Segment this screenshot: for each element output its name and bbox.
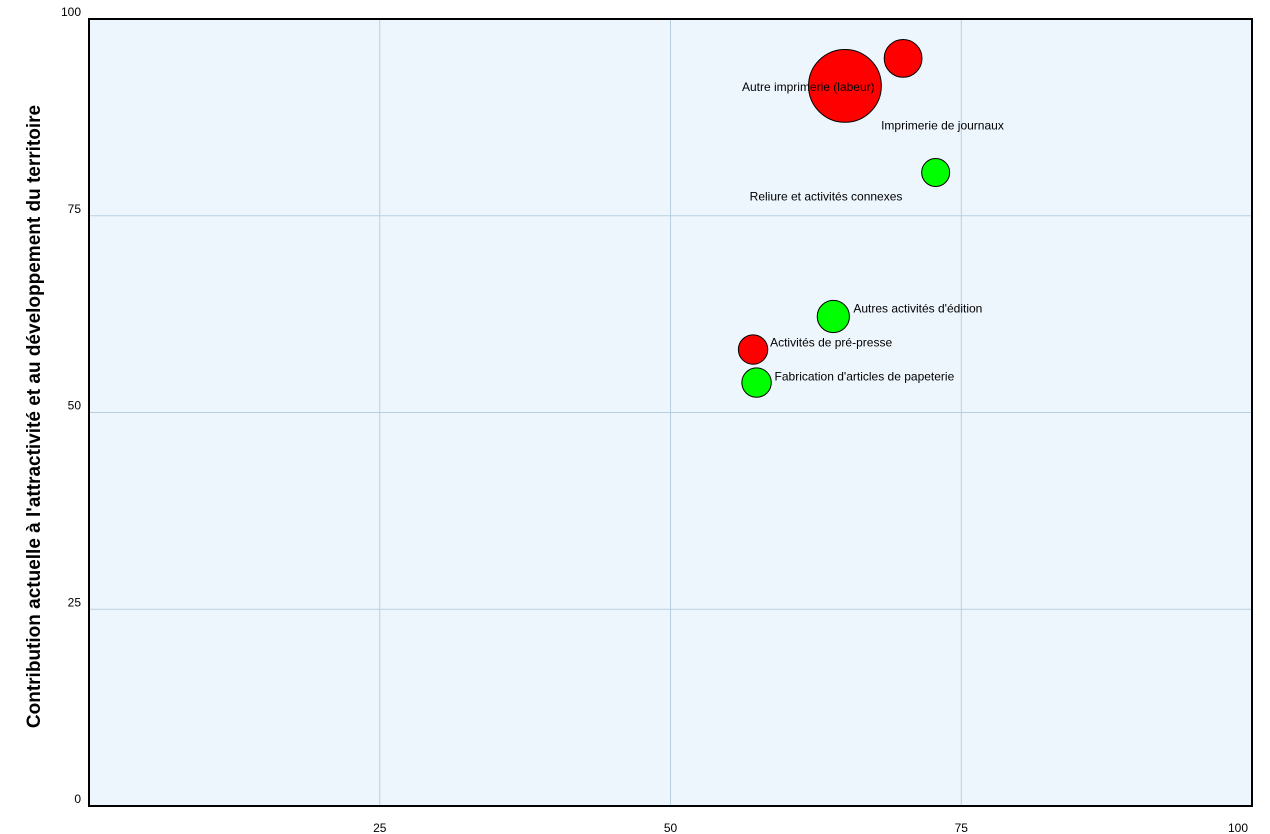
- bubble-label: Autre imprimerie (labeur): [742, 80, 875, 94]
- bubble-series: [737, 38, 951, 398]
- bubble: [883, 38, 923, 78]
- bubble-label: Imprimerie de journaux: [881, 118, 1004, 132]
- bubble: [921, 157, 951, 187]
- x-tick-label: 50: [664, 821, 678, 834]
- y-axis-tick-labels: 0 25 50 75 100: [61, 5, 81, 806]
- bubble-label: Activités de pré-presse: [770, 336, 892, 350]
- bubble-label: Reliure et activités connexes: [750, 189, 903, 203]
- bubble: [737, 334, 769, 365]
- y-tick-label: 100: [61, 5, 81, 19]
- y-tick-label: 0: [74, 792, 81, 806]
- y-axis-title: Contribution actuelle à l'attractivité e…: [24, 105, 45, 728]
- bubble: [808, 48, 882, 123]
- x-tick-label: 75: [955, 821, 969, 834]
- bubble: [741, 367, 772, 398]
- x-tick-label: 100: [1228, 821, 1248, 834]
- grid-lines: [89, 19, 1252, 806]
- bubble-label: Autres activités d'édition: [853, 301, 982, 315]
- y-tick-label: 25: [68, 595, 82, 609]
- bubble-label: Fabrication d'articles de papeterie: [775, 370, 955, 384]
- x-axis-tick-labels: 25 50 75 100: [373, 821, 1248, 834]
- y-tick-label: 50: [68, 399, 82, 413]
- bubble-labels: Autre imprimerie (labeur) Imprimerie de j…: [742, 80, 1004, 384]
- bubble: [816, 299, 850, 334]
- plot-frame: [88, 18, 1253, 807]
- y-tick-label: 75: [68, 202, 82, 216]
- x-tick-label: 25: [373, 821, 387, 834]
